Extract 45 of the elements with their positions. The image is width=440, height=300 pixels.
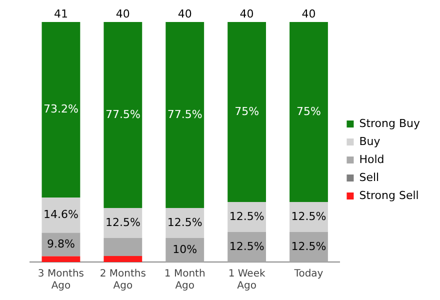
data-label: 73.2% [43, 102, 78, 116]
bar [290, 232, 328, 262]
bar [166, 208, 204, 238]
legend-label: Strong Buy [359, 116, 420, 130]
bar [166, 238, 204, 262]
x-tick-label: 2 Months Ago [100, 268, 146, 292]
bar [104, 22, 142, 208]
bar [104, 256, 142, 262]
data-label: 12.5% [167, 216, 202, 229]
annotation: 41 [54, 7, 68, 20]
bar [228, 232, 266, 262]
data-label: 75% [234, 104, 260, 118]
data-label: 12.5% [291, 210, 326, 223]
data-label: 75% [296, 104, 321, 118]
bar [290, 22, 328, 202]
annotation: 40 [302, 7, 316, 20]
x-tick-label: 1 Month Ago [164, 268, 206, 292]
annotation: 40 [240, 7, 254, 20]
annotation: 40 [116, 7, 130, 20]
data-label: 10% [172, 242, 198, 256]
legend-label: Buy [359, 134, 381, 148]
bar [42, 22, 80, 198]
data-label: 12.5% [229, 240, 264, 253]
bar [228, 22, 266, 202]
legend-label: Strong Sell [359, 188, 419, 202]
x-tick-label: Today [293, 268, 324, 280]
data-label: 12.5% [105, 216, 140, 229]
data-label: 77.5% [105, 108, 140, 121]
legend-label: Hold [359, 152, 384, 166]
legend-label: Sell [359, 170, 380, 184]
data-label: 77.5% [167, 108, 202, 121]
annotation: 40 [178, 7, 192, 20]
bar [228, 202, 266, 232]
data-label: 14.6% [43, 208, 78, 222]
x-tick-label: 1 Week Ago [228, 268, 266, 292]
bar [42, 256, 80, 262]
data-label: 12.5% [229, 210, 264, 223]
bar [104, 238, 142, 256]
data-label: 12.5% [291, 240, 326, 253]
bar [104, 208, 142, 238]
bar [166, 22, 204, 208]
bar [42, 198, 80, 233]
data-label: 9.8% [46, 237, 75, 250]
bar [290, 202, 328, 232]
x-tick-label: 3 Months Ago [38, 268, 84, 292]
